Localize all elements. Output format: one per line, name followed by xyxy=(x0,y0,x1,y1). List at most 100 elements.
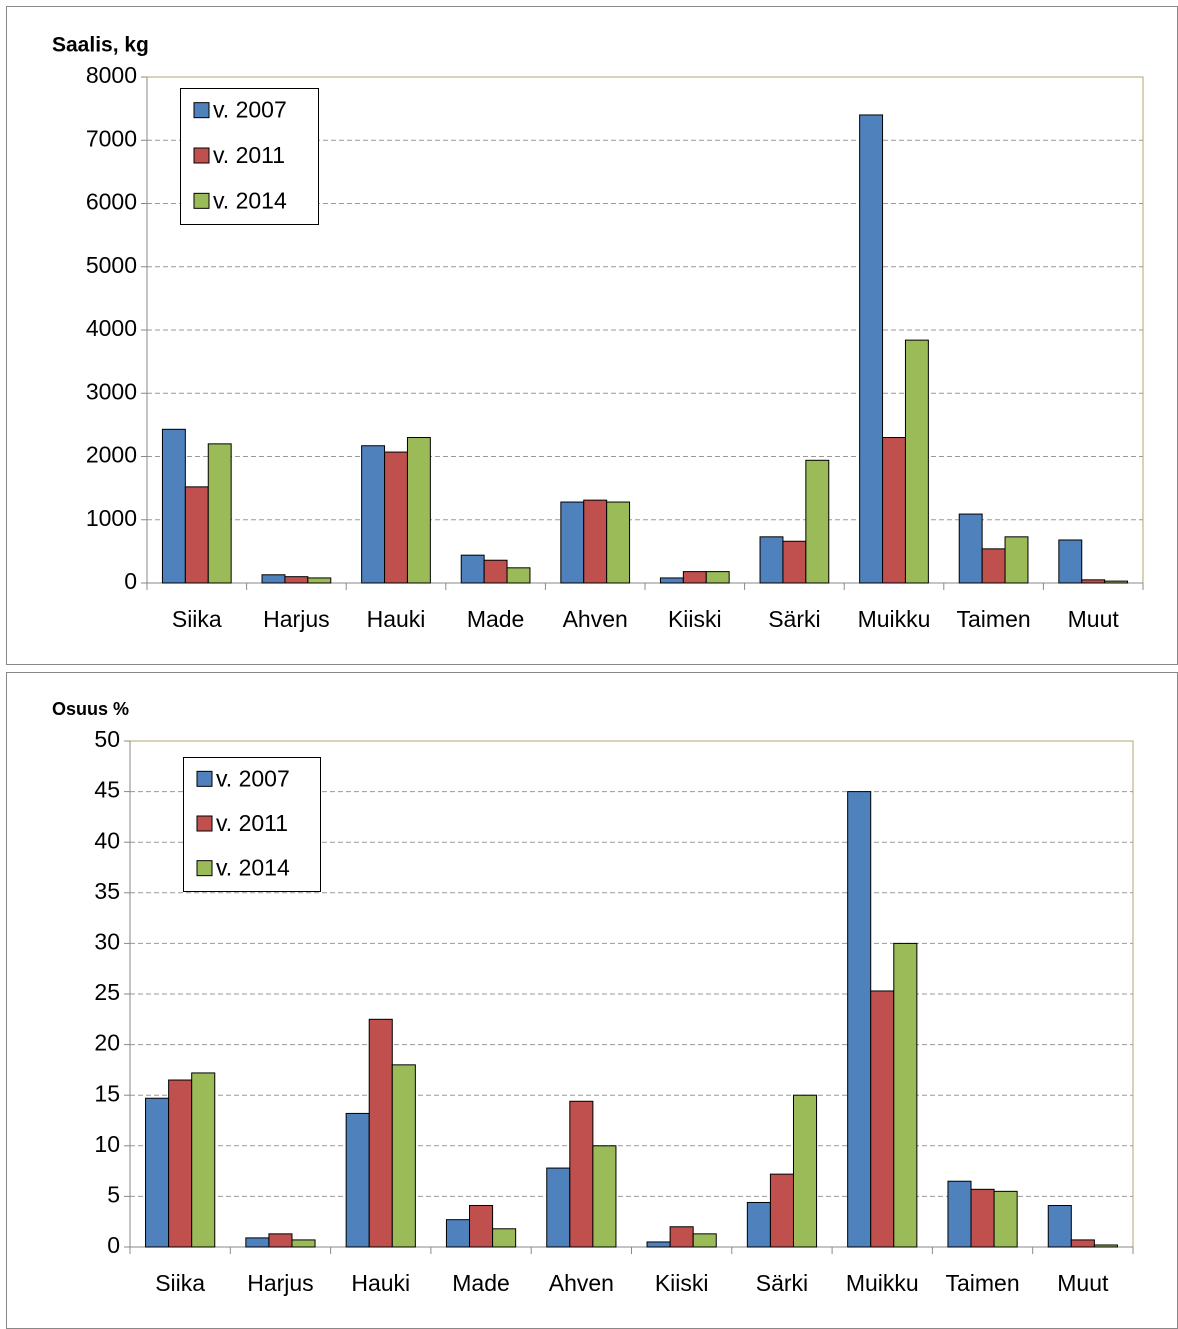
x-tick-label: Siika xyxy=(172,606,222,632)
bar xyxy=(759,536,784,584)
bar xyxy=(947,1180,972,1248)
bar xyxy=(560,501,585,584)
bar xyxy=(368,1018,393,1248)
bar xyxy=(506,567,531,584)
bar xyxy=(291,1239,316,1248)
legend-swatch xyxy=(196,860,213,877)
bar xyxy=(646,1241,671,1248)
legend-label: v. 2011 xyxy=(216,810,288,836)
y-tick-label: 7000 xyxy=(86,125,137,151)
bar xyxy=(391,1064,416,1248)
bar xyxy=(606,501,631,584)
bar xyxy=(859,114,884,584)
bar xyxy=(746,1201,771,1248)
x-tick-label: Siika xyxy=(155,1270,205,1296)
bar xyxy=(307,577,332,584)
bar xyxy=(682,571,707,584)
y-tick-label: 5 xyxy=(107,1181,120,1207)
x-tick-label: Harjus xyxy=(263,606,329,632)
legend-label: v. 2007 xyxy=(213,97,287,123)
bar xyxy=(361,445,386,584)
y-tick-label: 0 xyxy=(124,568,137,594)
legend-swatch xyxy=(193,192,210,209)
bar xyxy=(870,990,895,1248)
legend-label: v. 2014 xyxy=(216,855,290,881)
bar xyxy=(184,486,209,584)
y-tick-label: 4000 xyxy=(86,315,137,341)
x-tick-label: Hauki xyxy=(351,1270,410,1296)
bar xyxy=(460,554,485,584)
bar xyxy=(245,1237,270,1248)
x-tick-label: Ahven xyxy=(563,606,628,632)
bar xyxy=(705,571,730,584)
y-tick-label: 10 xyxy=(94,1131,120,1157)
bar xyxy=(145,1097,170,1248)
bar xyxy=(792,1094,818,1248)
bar xyxy=(569,1100,594,1248)
x-tick-label: Muikku xyxy=(846,1270,919,1296)
y-tick-label: 0 xyxy=(107,1232,120,1258)
x-tick-label: Taimen xyxy=(957,606,1031,632)
bar xyxy=(161,428,186,584)
x-tick-label: Harjus xyxy=(247,1270,313,1296)
bar xyxy=(261,574,286,584)
bar xyxy=(492,1228,517,1248)
bar xyxy=(406,437,431,584)
bar xyxy=(882,437,906,584)
y-tick-label: 6000 xyxy=(86,189,137,215)
x-tick-label: Muut xyxy=(1068,606,1120,632)
bar xyxy=(970,1188,995,1248)
x-tick-label: Made xyxy=(452,1270,510,1296)
y-tick-label: 1000 xyxy=(86,505,137,531)
legend-swatch xyxy=(193,102,210,119)
y-tick-label: 45 xyxy=(94,777,120,803)
legend-swatch xyxy=(193,147,210,164)
y-tick-label: 50 xyxy=(94,726,120,752)
bar xyxy=(592,1145,617,1248)
bar xyxy=(692,1233,717,1248)
x-tick-label: Taimen xyxy=(945,1270,1019,1296)
y-tick-label: 3000 xyxy=(86,378,137,404)
bar xyxy=(384,451,408,584)
bar xyxy=(1070,1239,1095,1248)
bar xyxy=(893,942,918,1248)
axis-title: Saalis, kg xyxy=(52,34,149,57)
axis-title: Osuus % xyxy=(52,699,129,719)
bar xyxy=(546,1167,571,1248)
bar xyxy=(1004,536,1029,584)
bar xyxy=(769,1173,794,1248)
bar xyxy=(268,1233,293,1248)
bar xyxy=(981,548,1006,584)
y-tick-label: 8000 xyxy=(86,62,137,88)
x-tick-label: Kiiski xyxy=(655,1270,709,1296)
x-tick-label: Hauki xyxy=(367,606,426,632)
y-tick-label: 20 xyxy=(94,1030,120,1056)
x-tick-label: Kiiski xyxy=(668,606,722,632)
x-tick-label: Särki xyxy=(756,1270,808,1296)
y-tick-label: 35 xyxy=(94,878,120,904)
bar xyxy=(659,577,684,584)
bar xyxy=(847,791,872,1248)
y-tick-label: 25 xyxy=(94,979,120,1005)
bar xyxy=(191,1072,216,1248)
x-tick-label: Muut xyxy=(1057,1270,1109,1296)
bar xyxy=(207,443,232,584)
legend-swatch xyxy=(196,815,213,832)
bar xyxy=(805,459,830,584)
bar xyxy=(669,1226,694,1248)
bar xyxy=(469,1205,494,1248)
bar xyxy=(958,513,983,584)
bar xyxy=(1104,580,1129,584)
bar xyxy=(1047,1205,1072,1248)
x-tick-label: Särki xyxy=(768,606,820,632)
bar xyxy=(782,540,807,584)
y-tick-label: 15 xyxy=(94,1080,120,1106)
bar xyxy=(1058,539,1083,584)
y-tick-label: 5000 xyxy=(86,252,137,278)
y-tick-label: 2000 xyxy=(86,442,137,468)
x-tick-label: Ahven xyxy=(549,1270,614,1296)
bar xyxy=(345,1112,370,1248)
x-tick-label: Made xyxy=(467,606,525,632)
